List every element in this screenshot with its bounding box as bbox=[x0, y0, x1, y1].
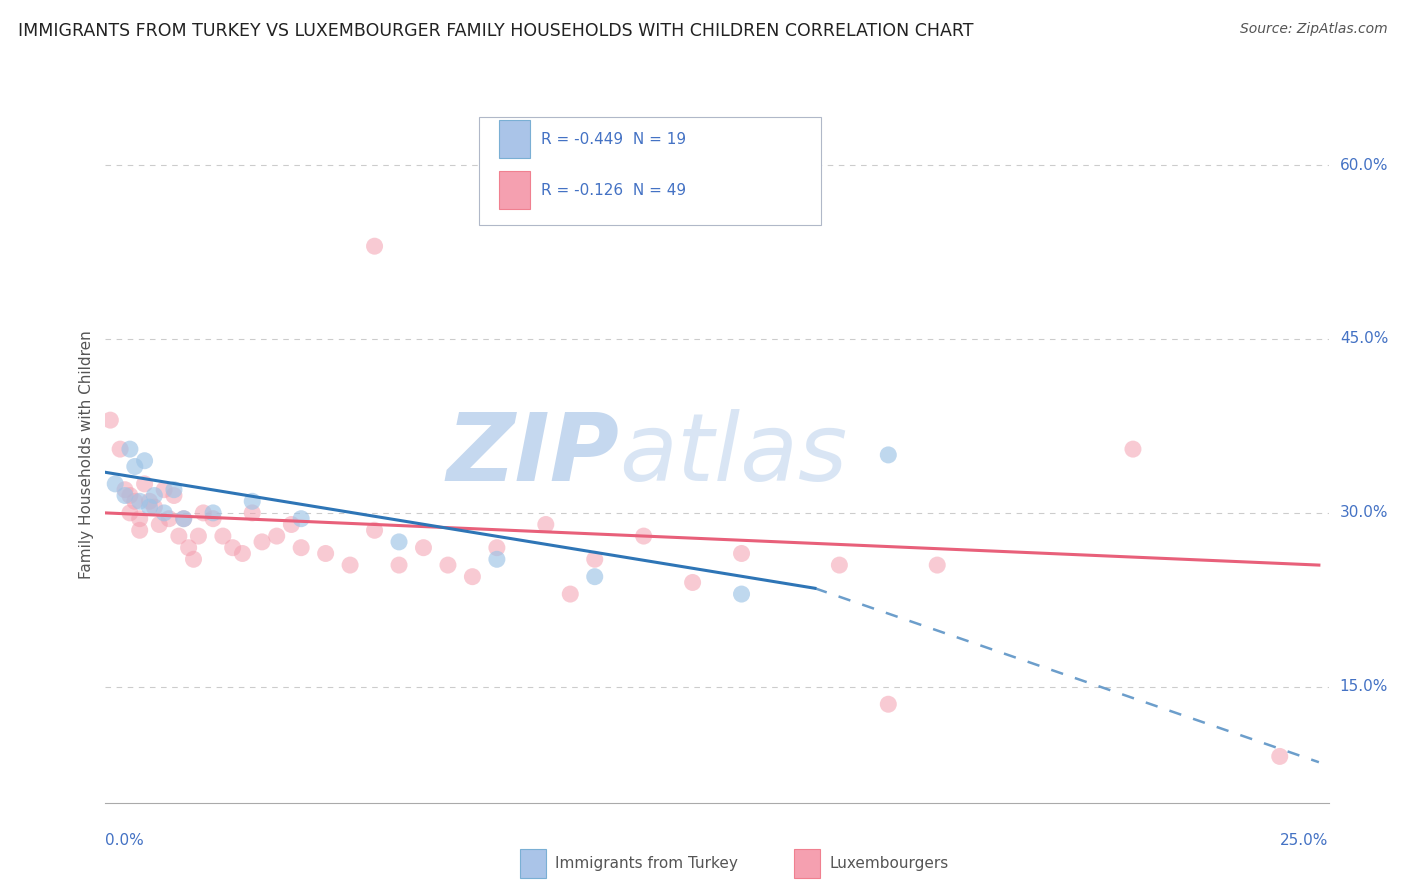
Point bbox=[240, 506, 263, 520]
Point bbox=[128, 511, 150, 525]
Point bbox=[363, 523, 385, 537]
Text: R = -0.449  N = 19: R = -0.449 N = 19 bbox=[541, 132, 686, 147]
Point bbox=[167, 529, 190, 543]
Point bbox=[280, 517, 302, 532]
Text: 60.0%: 60.0% bbox=[1340, 158, 1388, 172]
Point bbox=[177, 541, 200, 555]
Point bbox=[250, 534, 273, 549]
Text: atlas: atlas bbox=[619, 409, 848, 500]
Text: 45.0%: 45.0% bbox=[1340, 332, 1388, 346]
Point bbox=[148, 517, 170, 532]
Point bbox=[202, 511, 225, 525]
Point bbox=[114, 483, 136, 497]
Point bbox=[183, 552, 205, 566]
Point bbox=[315, 546, 337, 561]
Point bbox=[187, 529, 209, 543]
Text: Source: ZipAtlas.com: Source: ZipAtlas.com bbox=[1240, 22, 1388, 37]
Point bbox=[153, 483, 176, 497]
Point bbox=[118, 506, 141, 520]
Point bbox=[1268, 749, 1291, 764]
Point bbox=[143, 500, 166, 514]
Point bbox=[485, 541, 508, 555]
Point bbox=[134, 476, 156, 491]
Text: 15.0%: 15.0% bbox=[1340, 680, 1388, 694]
Point bbox=[927, 558, 949, 573]
Point bbox=[202, 506, 225, 520]
Y-axis label: Family Households with Children: Family Households with Children bbox=[79, 331, 94, 579]
Point bbox=[231, 546, 253, 561]
Point bbox=[138, 494, 160, 508]
Point bbox=[877, 698, 900, 712]
Point bbox=[730, 587, 752, 601]
Point bbox=[173, 511, 195, 525]
Text: R = -0.126  N = 49: R = -0.126 N = 49 bbox=[541, 183, 686, 197]
Point bbox=[108, 442, 131, 456]
Point bbox=[437, 558, 460, 573]
Point bbox=[98, 413, 121, 427]
Point bbox=[173, 511, 195, 525]
Point bbox=[682, 575, 704, 590]
Point bbox=[339, 558, 361, 573]
Point bbox=[363, 239, 385, 253]
Point bbox=[143, 489, 166, 503]
Point bbox=[583, 552, 606, 566]
Point bbox=[485, 552, 508, 566]
Point bbox=[877, 448, 900, 462]
Point bbox=[193, 506, 215, 520]
Point bbox=[114, 489, 136, 503]
Text: ZIP: ZIP bbox=[446, 409, 619, 501]
Point bbox=[118, 442, 141, 456]
Point bbox=[212, 529, 235, 543]
Point bbox=[290, 511, 312, 525]
Point bbox=[128, 523, 150, 537]
Point bbox=[240, 494, 263, 508]
Point bbox=[138, 500, 160, 514]
Point bbox=[290, 541, 312, 555]
Point bbox=[124, 494, 146, 508]
Text: Luxembourgers: Luxembourgers bbox=[830, 856, 949, 871]
Text: 0.0%: 0.0% bbox=[105, 833, 145, 848]
Point bbox=[157, 511, 180, 525]
Point bbox=[163, 489, 186, 503]
Text: 30.0%: 30.0% bbox=[1340, 506, 1388, 520]
Point bbox=[633, 529, 655, 543]
Point bbox=[730, 546, 752, 561]
Point bbox=[461, 570, 484, 584]
Point bbox=[153, 506, 176, 520]
Text: Immigrants from Turkey: Immigrants from Turkey bbox=[555, 856, 738, 871]
Point bbox=[128, 494, 150, 508]
Point bbox=[583, 570, 606, 584]
Point bbox=[118, 489, 141, 503]
Point bbox=[134, 453, 156, 467]
Point bbox=[534, 517, 557, 532]
Point bbox=[266, 529, 288, 543]
Point bbox=[828, 558, 851, 573]
Point bbox=[1122, 442, 1144, 456]
Point bbox=[388, 558, 411, 573]
Point bbox=[412, 541, 434, 555]
Text: 25.0%: 25.0% bbox=[1281, 833, 1329, 848]
Text: IMMIGRANTS FROM TURKEY VS LUXEMBOURGER FAMILY HOUSEHOLDS WITH CHILDREN CORRELATI: IMMIGRANTS FROM TURKEY VS LUXEMBOURGER F… bbox=[18, 22, 974, 40]
Point bbox=[163, 483, 186, 497]
Point bbox=[124, 459, 146, 474]
Point bbox=[560, 587, 582, 601]
Point bbox=[221, 541, 243, 555]
Point bbox=[388, 534, 411, 549]
Point bbox=[104, 476, 127, 491]
